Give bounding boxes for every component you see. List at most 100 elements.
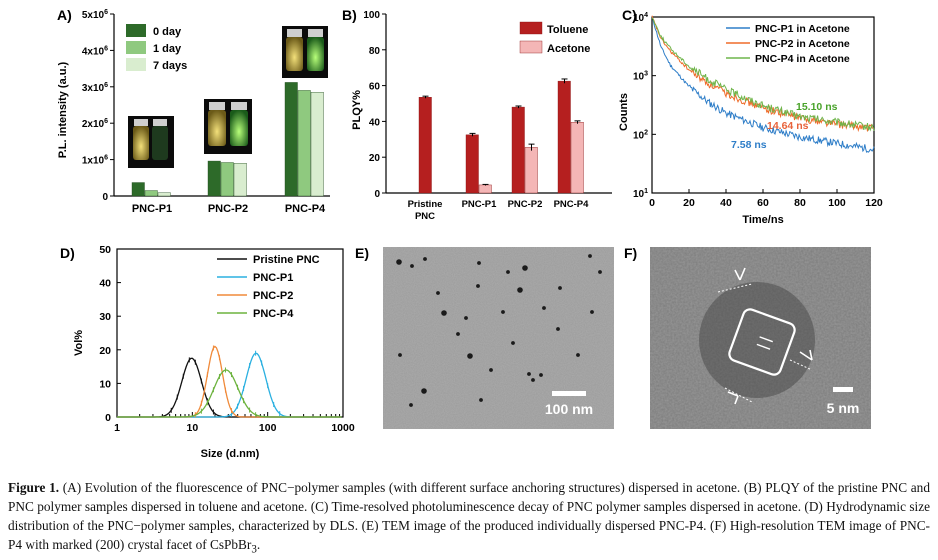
panel-b-legend-swatch: [519, 21, 543, 35]
panel-d-size-line: [117, 369, 342, 418]
vial-photo-p2: [204, 99, 252, 154]
panel-c-decay-line: [651, 16, 875, 153]
panel-c-ytick-label: 102: [633, 129, 648, 141]
panel-a-ytick-label: 3x106: [82, 82, 108, 94]
panel-a-bar: [131, 182, 145, 197]
panel-b-ytick-label: 40: [369, 117, 381, 128]
figure-1: A) P.L. intensity (a.u.) 0 1x106 2x106 3x10…: [57, 7, 883, 460]
panel-a-legend-swatch: [126, 41, 146, 54]
panel-a-legend-swatch: [126, 24, 146, 37]
panel-d-size-line: [117, 352, 342, 418]
panel-d-size-line: [117, 345, 342, 418]
panel-a-bar: [310, 92, 324, 197]
panel-b-legend-label: Toluene: [547, 24, 588, 36]
panel-d-ytick-label: 20: [99, 345, 111, 357]
panel-c-xtick-label: 20: [683, 197, 695, 209]
tem-particle: [531, 378, 535, 382]
panel-c-lifetime-label: 7.58 ns: [731, 139, 767, 151]
panel-d-legend-label: PNC-P1: [253, 272, 293, 284]
panel-d-size-curves: [117, 345, 342, 418]
panel-b-ylabel: PLQY%: [351, 90, 363, 130]
panel-b-category: PNC-P2: [508, 199, 543, 210]
panel-d-legend: Pristine PNC PNC-P1 PNC-P2 PNC-P4: [217, 254, 320, 320]
panel-b-ytick-label: 0: [374, 189, 380, 200]
panel-a-legend: 0 day 1 day 7 days: [126, 24, 187, 72]
panel-d-ytick-label: 10: [99, 378, 111, 390]
panel-d-ytick-label: 50: [99, 244, 111, 256]
tem-particle: [598, 270, 602, 274]
tem-particle: [539, 373, 543, 377]
panel-d-ytick-label: 40: [99, 278, 111, 290]
panel-d-xtick-label: 1: [114, 422, 120, 434]
panel-c-lifetimes: 15.10 ns 14.64 ns7.58 ns: [731, 101, 838, 151]
panel-c-label: C): [622, 7, 637, 23]
tem-particle: [436, 291, 440, 295]
tem-nanoparticles: [396, 254, 602, 407]
arrow-top: [734, 267, 746, 281]
panel-a-category: PNC-P2: [208, 203, 248, 215]
panel-b-ytick-label: 20: [369, 153, 381, 164]
panel-c-legend-label: PNC-P2 in Acetone: [755, 38, 850, 50]
panel-c-xtick-label: 0: [649, 197, 655, 209]
panel-c-xticks: 0 20 40 60 80 100 120: [649, 189, 883, 209]
tem-particle: [511, 341, 515, 345]
panel-b-category: Pristine: [408, 199, 443, 210]
panel-d-xlabel: Size (d.nm): [201, 448, 260, 460]
panel-f-label: F): [624, 245, 637, 261]
tem-particle: [409, 403, 413, 407]
panel-b-ytick-label: 60: [369, 82, 381, 93]
panel-a-bar: [157, 192, 171, 197]
panel-a-bar: [207, 160, 221, 197]
tem-particle: [489, 368, 493, 372]
panel-a-legend-swatch: [126, 58, 146, 71]
panel-a-legend-label: 0 day: [153, 26, 182, 38]
panel-c: C) Counts 101 102 103 104 0 20 40 60 80 100 120 P…: [618, 7, 883, 226]
tem-particle: [396, 259, 402, 265]
panel-d-xtick-label: 10: [186, 422, 198, 434]
tem-particle: [556, 327, 560, 331]
panel-d-yticks: 0 10 20 30 40 50: [99, 244, 121, 424]
tem-particle: [423, 257, 427, 261]
panel-c-legend-label: PNC-P4 in Acetone: [755, 53, 850, 65]
arrow-bottom: [727, 391, 739, 405]
panel-a-ytick-label: 4x106: [82, 45, 108, 57]
panel-b-category: PNC-P4: [554, 199, 590, 210]
tem-particle: [477, 261, 481, 265]
panel-b-label: B): [342, 7, 357, 23]
panel-c-xtick-label: 60: [757, 197, 769, 209]
panel-a: A) P.L. intensity (a.u.) 0 1x106 2x106 3x10…: [57, 7, 330, 215]
panel-b-bar: [570, 122, 584, 194]
tem-particle: [522, 265, 528, 271]
scalebar-e: [552, 391, 586, 396]
panel-b-legend-label: Acetone: [547, 43, 590, 55]
tem-particle: [456, 332, 460, 336]
tem-particle: [590, 310, 594, 314]
caption-end: .: [256, 537, 261, 552]
arrow-right: [799, 349, 813, 361]
tem-particle: [506, 270, 510, 274]
panel-b-legend: Toluene Acetone: [519, 21, 590, 55]
tem-particle: [467, 353, 473, 359]
panel-b-legend-swatch: [519, 40, 543, 54]
panel-b-ytick-label: 80: [369, 46, 381, 57]
panel-c-lifetime-label: 15.10 ns: [796, 101, 838, 113]
panel-d-frame: [116, 248, 344, 418]
tem-particle: [576, 353, 580, 357]
panel-b-bar: [557, 80, 571, 194]
panel-a-ylabel: P.L. intensity (a.u.): [57, 61, 69, 158]
panel-b-yticks: 0 20 40 60 80 100: [363, 10, 386, 200]
panel-a-bar: [233, 163, 247, 197]
panel-c-xtick-label: 120: [865, 197, 883, 209]
figure-caption: Figure 1. (A) Evolution of the fluoresce…: [8, 478, 930, 560]
panel-c-xtick-label: 80: [794, 197, 806, 209]
panel-a-bar: [144, 190, 158, 197]
nanocrystal-shell: [699, 282, 815, 398]
panel-c-decay-line: [651, 17, 875, 132]
panel-d-size-line: [117, 357, 342, 418]
panel-f: F) 5 nm: [624, 245, 871, 429]
panel-c-xtick-label: 100: [828, 197, 846, 209]
panel-b-bar: [465, 134, 479, 194]
panel-a-ytick-label: 2x106: [82, 118, 108, 130]
panel-c-decay-curves: [651, 15, 875, 153]
scalebar-f-label: 5 nm: [827, 400, 860, 416]
